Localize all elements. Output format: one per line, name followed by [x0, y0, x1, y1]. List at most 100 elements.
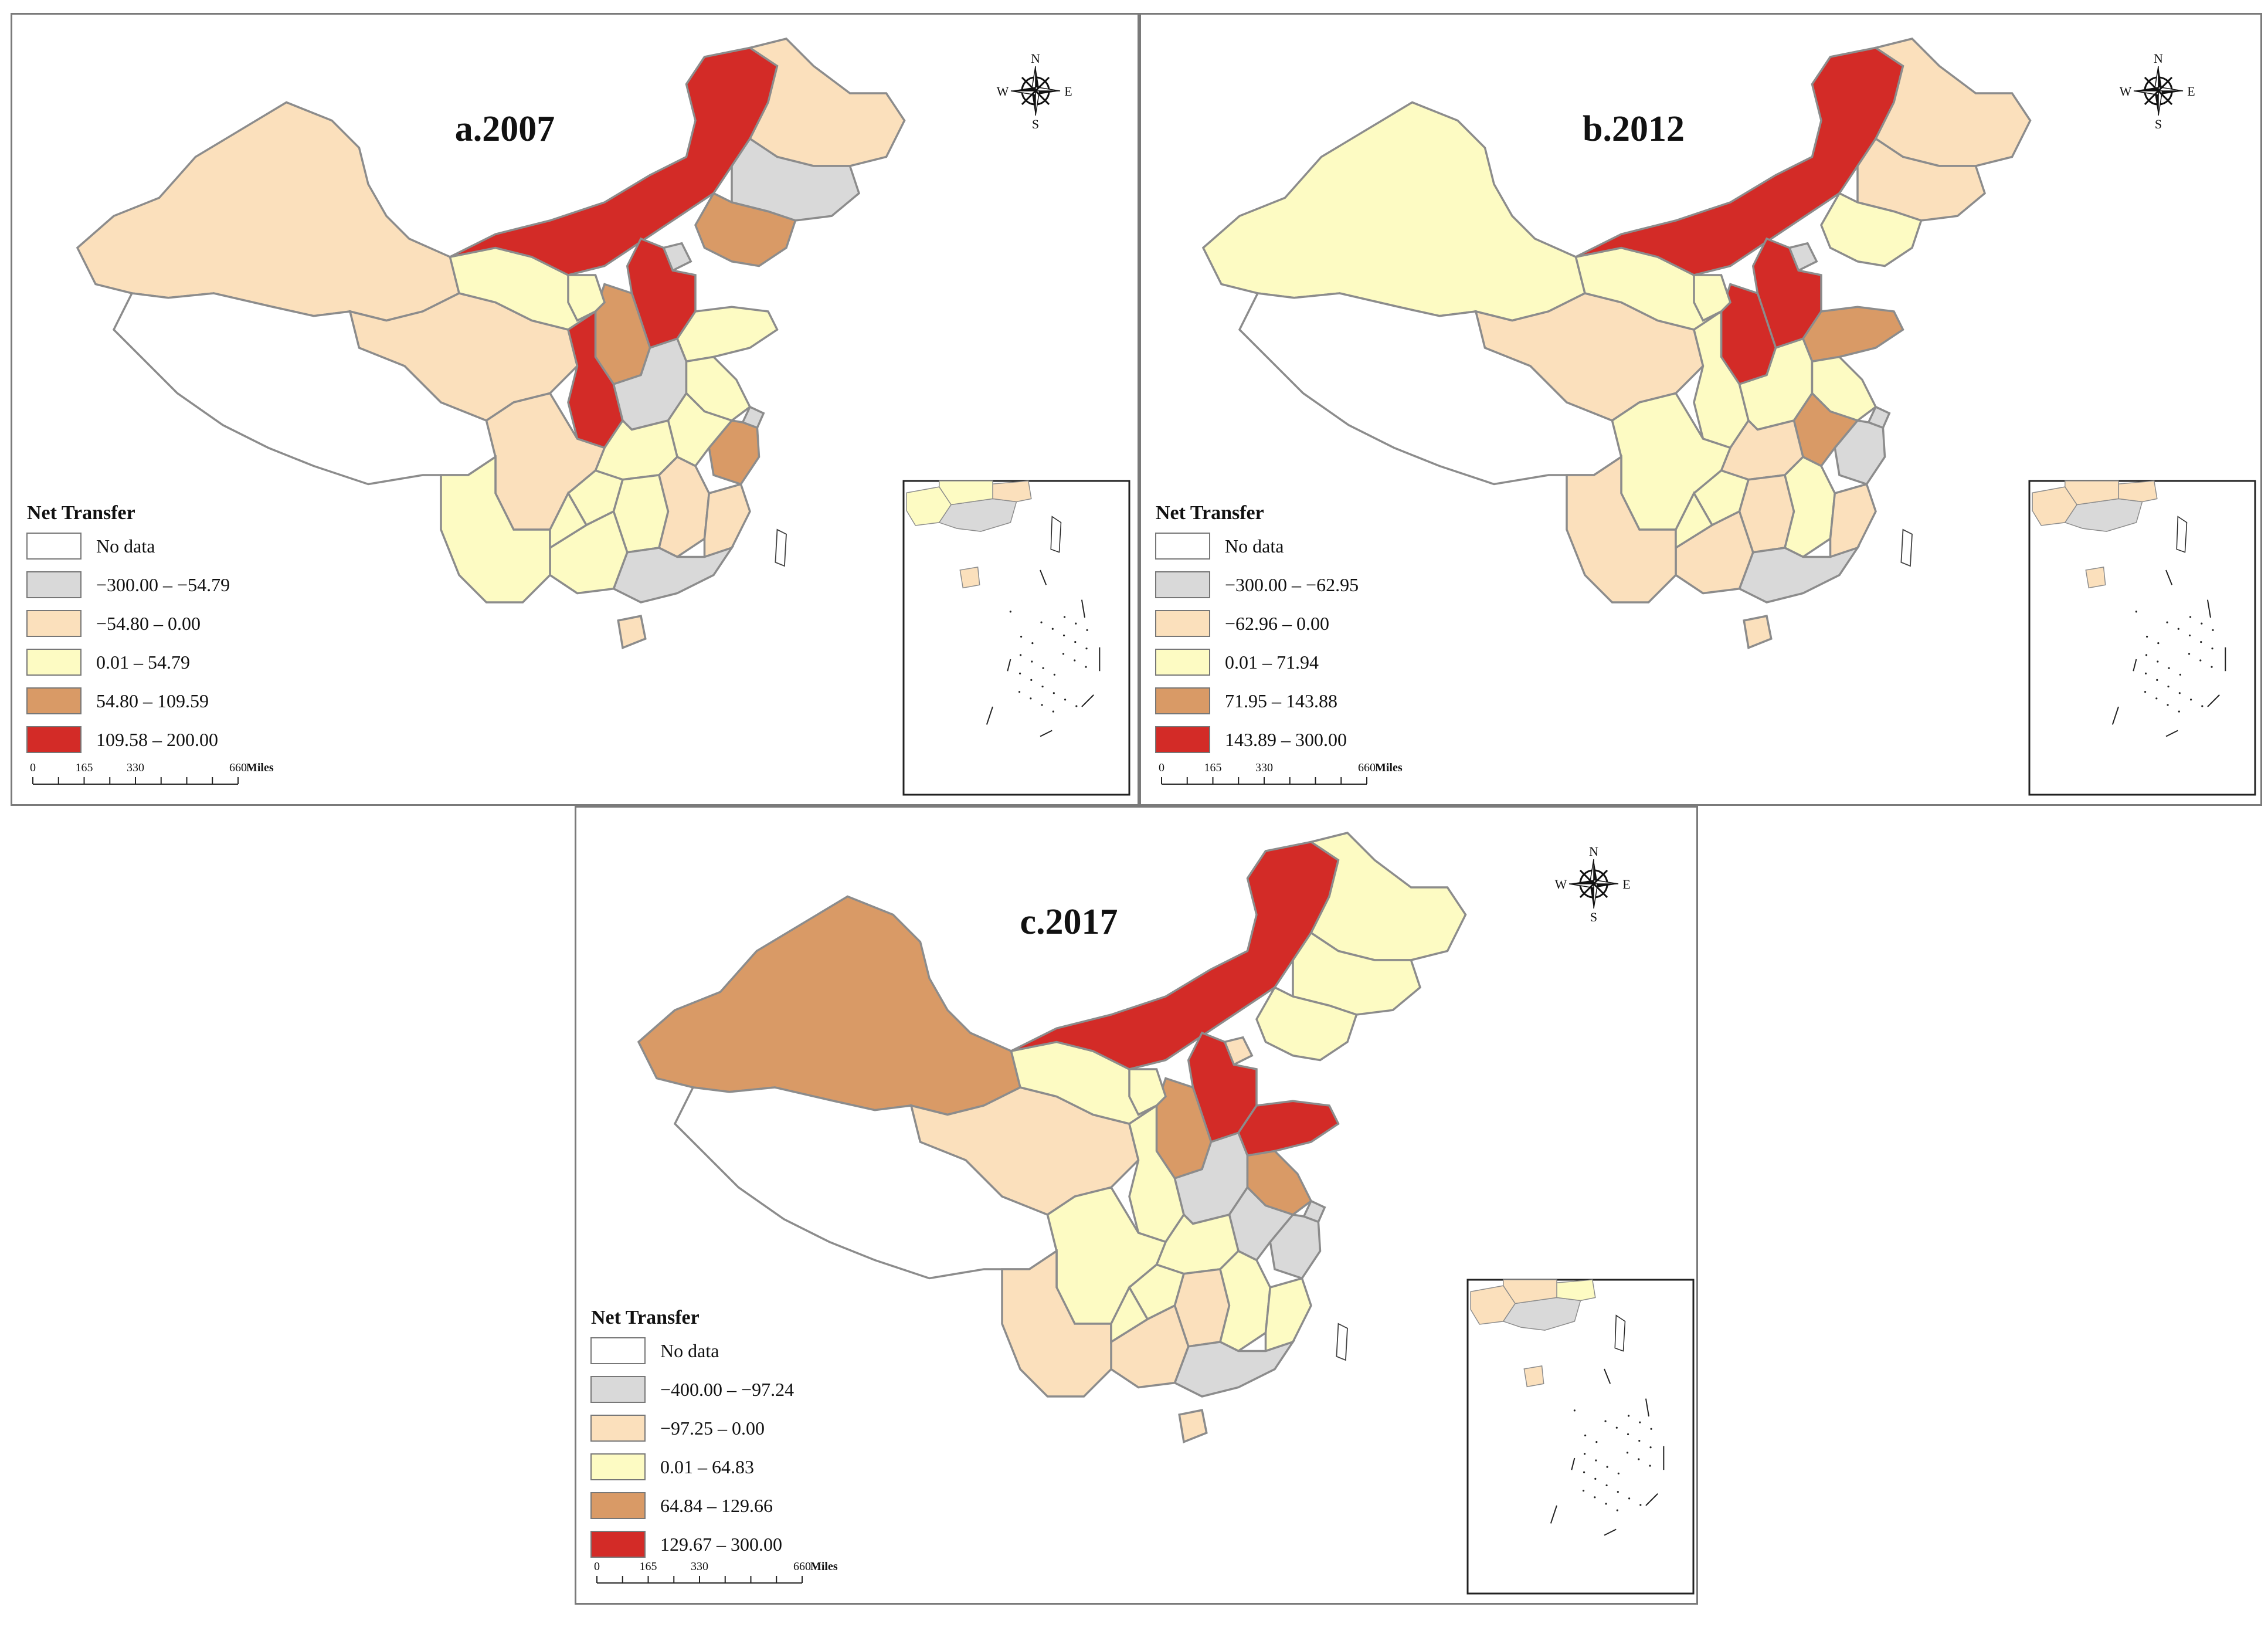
province-shandong — [1237, 1100, 1340, 1157]
province-yunnan — [440, 455, 551, 604]
province-heilongjiang — [1308, 832, 1467, 961]
compass-e-label: E — [2187, 84, 2195, 99]
legend: Net Transfer No data −300.00 – −62.95 −62.9… — [1155, 502, 1359, 753]
legend-item-label: No data — [1225, 535, 1284, 557]
legend-swatch — [1155, 649, 1210, 676]
province-guizhou — [549, 491, 588, 550]
legend-item-label: −300.00 – −54.79 — [96, 574, 230, 595]
compass-rose: N S E W — [2120, 51, 2195, 131]
legend-swatch — [590, 1415, 646, 1442]
province-xinjiang — [76, 101, 461, 322]
legend-swatch — [1155, 687, 1210, 714]
map-panel-c: c.2017 N S E W Net Transfer No data −400.00 – −… — [575, 806, 1698, 1605]
compass-rose: N S E W — [1555, 844, 1631, 924]
legend-swatch — [1155, 610, 1210, 637]
legend-item-label: −300.00 – −62.95 — [1225, 574, 1359, 595]
china-map-a: a.2007 N S E W Net Transfer No data −300.00 – −… — [26, 38, 1130, 796]
legend: Net Transfer No data −300.00 – −54.79 −54.8… — [26, 502, 230, 753]
compass-s-label: S — [2155, 117, 2162, 131]
legend-item-label: 54.80 – 109.59 — [96, 690, 209, 711]
scale-tick-label: 660 — [229, 761, 247, 774]
scale-bar: 0 165 330 660 Miles — [594, 1560, 838, 1584]
inset-fujian — [2118, 480, 2158, 503]
province-liaoning — [694, 192, 797, 267]
province-layer — [637, 832, 1467, 1443]
scale-bar: 0 165 330 660 Miles — [30, 761, 274, 785]
scale-unit-label: Miles — [1375, 761, 1403, 774]
legend-swatch — [1155, 533, 1210, 560]
map-panel-a: a.2007 N S E W Net Transfer No data −300.00 – −… — [11, 13, 1139, 806]
legend-item-label: 0.01 – 54.79 — [96, 652, 190, 673]
province-guizhou — [1110, 1285, 1149, 1344]
province-guizhou — [1675, 491, 1714, 550]
scale-tick-label: 165 — [76, 761, 93, 774]
scale-tick-label: 330 — [1255, 761, 1273, 774]
province-zhejiang — [1834, 419, 1886, 486]
province-jiangxi — [657, 455, 711, 558]
scale-tick-label: 0 — [594, 1560, 600, 1573]
province-guangxi — [1675, 510, 1754, 595]
legend-swatch — [26, 533, 82, 560]
inset-hunan — [939, 480, 993, 506]
legend-title: Net Transfer — [27, 502, 135, 524]
inset-fujian — [1556, 1279, 1596, 1301]
inset-hainan — [1523, 1365, 1544, 1388]
province-layer — [1201, 38, 2032, 649]
china-map-c: c.2017 N S E W Net Transfer No data −400.00 – −… — [590, 832, 1695, 1595]
province-jiangxi — [1783, 455, 1836, 558]
province-ningxia — [1693, 274, 1732, 322]
province-guangdong — [1173, 1340, 1296, 1398]
inset-hainan — [2085, 567, 2106, 589]
province-shandong — [676, 306, 779, 363]
legend-item-label: 0.01 – 71.94 — [1225, 652, 1319, 673]
south-china-sea-inset — [902, 480, 1130, 796]
map-panel-b: b.2012 N S E W Net Transfer No data −300.00 – −… — [1139, 13, 2262, 806]
compass-e-label: E — [1064, 84, 1072, 99]
province-fujian — [1829, 483, 1877, 558]
map-title: b.2012 — [1583, 109, 1685, 149]
legend-title: Net Transfer — [1156, 502, 1264, 524]
legend-item-label: 71.95 – 143.88 — [1225, 690, 1337, 711]
compass-n-label: N — [2154, 51, 2163, 66]
province-liaoning — [1255, 986, 1358, 1062]
scale-unit-label: Miles — [246, 761, 274, 774]
legend-item-label: 0.01 – 64.83 — [660, 1456, 754, 1477]
scale-tick-label: 660 — [1358, 761, 1376, 774]
legend-swatch — [590, 1337, 646, 1364]
legend-item-label: −97.25 – 0.00 — [660, 1418, 765, 1439]
province-ningxia — [1128, 1068, 1167, 1116]
province-jiangxi — [1218, 1249, 1272, 1352]
legend-item-label: −54.80 – 0.00 — [96, 613, 201, 634]
legend-title: Net Transfer — [591, 1307, 700, 1328]
scale-tick-label: 165 — [640, 1560, 657, 1573]
province-xinjiang — [637, 895, 1022, 1116]
province-guangxi — [549, 510, 629, 595]
scale-tick-label: 660 — [793, 1560, 811, 1573]
province-zhejiang — [708, 419, 760, 486]
province-guangdong — [612, 545, 735, 604]
province-liaoning — [1820, 192, 1923, 267]
legend-item-label: −400.00 – −97.24 — [660, 1379, 794, 1400]
legend-swatch — [26, 649, 82, 676]
map-title: c.2017 — [1020, 902, 1118, 942]
legend: Net Transfer No data −400.00 – −97.24 −97.2… — [590, 1307, 794, 1558]
province-jilin — [1292, 931, 1422, 1016]
inset-hunan — [1503, 1279, 1557, 1304]
legend-swatch — [590, 1531, 646, 1558]
scale-tick-label: 330 — [127, 761, 144, 774]
province-heilongjiang — [1873, 38, 2032, 167]
south-china-sea-inset — [1466, 1279, 1695, 1595]
compass-w-label: W — [997, 84, 1009, 99]
legend-item-label: 143.89 – 300.00 — [1225, 729, 1347, 750]
legend-swatch — [26, 726, 82, 753]
scale-tick-label: 165 — [1204, 761, 1222, 774]
legend-item-label: No data — [96, 535, 155, 557]
legend-swatch — [590, 1492, 646, 1519]
compass-w-label: W — [1555, 877, 1567, 891]
province-shandong — [1802, 306, 1904, 363]
legend-swatch — [26, 687, 82, 714]
legend-swatch — [26, 571, 82, 598]
province-jilin — [731, 137, 861, 222]
legend-item-label: 64.84 – 129.66 — [660, 1495, 773, 1516]
legend-item-label: No data — [660, 1340, 719, 1361]
